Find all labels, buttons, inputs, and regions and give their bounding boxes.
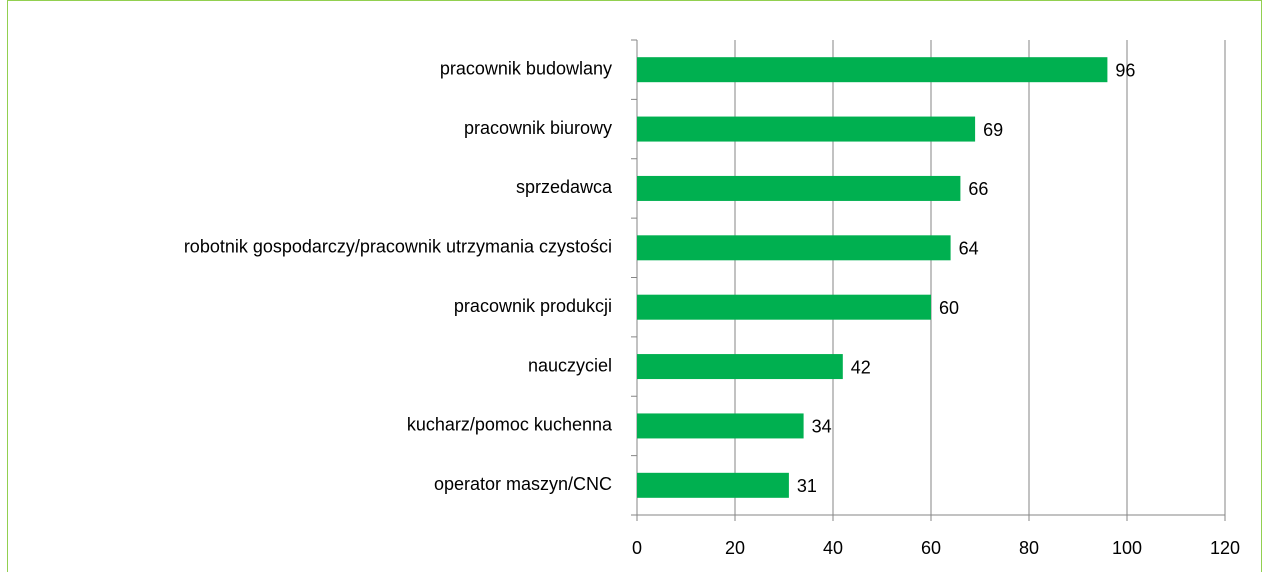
- y-tick-label: operator maszyn/CNC: [434, 474, 612, 494]
- data-label: 64: [959, 239, 979, 259]
- bar: [637, 413, 804, 439]
- bar: [637, 354, 843, 380]
- y-tick-label: pracownik produkcji: [454, 296, 612, 316]
- x-tick-label: 0: [632, 538, 642, 558]
- data-label: 31: [797, 476, 817, 496]
- x-tick-label: 20: [725, 538, 745, 558]
- x-tick-label: 120: [1210, 538, 1240, 558]
- y-tick-label: sprzedawca: [516, 177, 613, 197]
- y-tick-label: pracownik budowlany: [440, 58, 612, 78]
- bar: [637, 116, 976, 142]
- data-label: 69: [983, 120, 1003, 140]
- data-label: 96: [1115, 60, 1135, 80]
- bar: [637, 175, 961, 201]
- data-label: 42: [851, 357, 871, 377]
- data-label: 60: [939, 298, 959, 318]
- x-tick-label: 80: [1019, 538, 1039, 558]
- bar: [637, 472, 789, 498]
- bar: [637, 294, 931, 320]
- bar: [637, 57, 1108, 83]
- chart-frame: [7, 0, 1262, 572]
- y-tick-label: kucharz/pomoc kuchenna: [407, 415, 613, 435]
- bar: [637, 235, 951, 261]
- x-tick-label: 60: [921, 538, 941, 558]
- data-label: 34: [812, 417, 832, 437]
- x-tick-label: 100: [1112, 538, 1142, 558]
- y-tick-label: nauczyciel: [528, 355, 612, 375]
- y-tick-label: pracownik biurowy: [464, 118, 612, 138]
- x-tick-label: 40: [823, 538, 843, 558]
- y-tick-label: robotnik gospodarczy/pracownik utrzymani…: [184, 237, 612, 257]
- data-label: 66: [968, 179, 988, 199]
